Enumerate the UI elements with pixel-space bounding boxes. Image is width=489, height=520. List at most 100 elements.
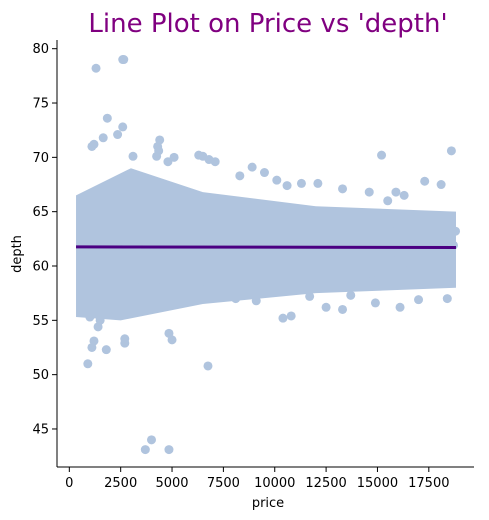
scatter-point	[171, 268, 181, 278]
scatter-point	[338, 184, 348, 194]
scatter-point	[420, 176, 430, 186]
scatter-point	[208, 247, 218, 257]
scatter-point	[364, 187, 374, 197]
scatter-point	[119, 55, 129, 65]
scatter-point	[138, 208, 148, 218]
y-tick-label: 60	[32, 259, 49, 274]
scatter-point	[356, 228, 366, 238]
scatter-point	[301, 216, 311, 226]
scatter-point	[83, 359, 93, 369]
scatter-point	[430, 250, 440, 260]
scatter-point	[305, 291, 315, 301]
scatter-point	[113, 130, 123, 140]
scatter-point	[167, 335, 177, 345]
scatter-point	[102, 113, 112, 123]
scatter-point	[266, 256, 276, 266]
scatter-point	[159, 279, 169, 289]
scatter-point	[321, 302, 331, 312]
scatter-point	[243, 211, 253, 221]
scatter-point	[155, 135, 165, 145]
x-axis-ticks: 0 2500 5000 7500 10000 12500 15000 17500	[65, 467, 449, 491]
scatter-point	[128, 151, 138, 161]
scatter-point	[98, 133, 108, 143]
scatter-point	[126, 215, 136, 225]
scatter-point	[91, 63, 101, 73]
scatter-point	[89, 336, 99, 346]
scatter-density-band	[76, 168, 456, 321]
scatter-point	[218, 225, 228, 235]
y-tick-label: 45	[32, 422, 49, 437]
scatter-point	[317, 262, 327, 272]
scatter-point	[249, 252, 259, 262]
scatter-point	[338, 304, 348, 314]
scatter-point	[101, 345, 111, 355]
scatter-point	[192, 222, 202, 232]
scatter-point	[274, 273, 284, 283]
scatter-point	[110, 304, 120, 314]
y-tick-label: 65	[32, 205, 49, 220]
scatter-point	[409, 272, 419, 282]
scatter-point	[370, 298, 380, 308]
scatter-point	[124, 284, 134, 294]
scatter-point	[203, 361, 213, 371]
scatter-point	[311, 235, 321, 245]
y-tick-label: 50	[32, 368, 49, 383]
scatter-point	[331, 251, 341, 261]
scatter-point	[179, 259, 189, 269]
scatter-point	[436, 180, 446, 190]
scatter-point	[391, 187, 401, 197]
scatter-point	[377, 150, 387, 160]
scatter-point	[231, 294, 241, 304]
y-axis-label: depth	[10, 235, 25, 273]
scatter-point	[204, 155, 214, 165]
regression-line	[76, 245, 456, 250]
scatter-point	[183, 218, 193, 228]
scatter-point	[200, 276, 210, 286]
scatter-point	[325, 270, 335, 280]
scatter-point	[296, 178, 306, 188]
scatter-point	[237, 274, 247, 284]
scatter-point	[282, 181, 292, 191]
scatter-point	[259, 168, 269, 178]
scatter-point	[169, 152, 179, 162]
scatter-point	[152, 151, 162, 161]
scatter-point	[118, 122, 128, 132]
y-axis-ticks: 45 50 55 60 65 70 75 80	[32, 42, 57, 437]
scatter-point	[235, 171, 245, 181]
x-axis-label: price	[252, 496, 284, 511]
scatter-point	[85, 312, 95, 322]
scatter-point	[132, 283, 142, 293]
scatter-point	[95, 315, 105, 325]
y-tick-label: 75	[32, 97, 49, 112]
scatter-point	[105, 277, 115, 287]
y-tick-label: 55	[32, 314, 49, 329]
scatter-point	[352, 248, 362, 258]
scatter-point	[387, 219, 397, 229]
scatter-points	[77, 55, 461, 455]
scatter-point	[313, 178, 323, 188]
scatter-point	[280, 232, 290, 242]
scatter-point	[114, 194, 124, 204]
scatter-point	[79, 287, 89, 297]
scatter-point	[77, 257, 87, 267]
scatter-point	[383, 196, 393, 206]
scatter-point	[89, 139, 99, 149]
scatter-point	[140, 445, 150, 455]
scatter-point	[247, 162, 257, 172]
chart-title: Line Plot on Price vs 'depth'	[88, 9, 447, 39]
x-tick-label: 15000	[357, 476, 398, 491]
scatter-point	[399, 190, 409, 200]
scatter-point	[151, 272, 161, 282]
x-tick-label: 7500	[207, 476, 240, 491]
x-tick-label: 10000	[254, 476, 295, 491]
scatter-point	[440, 265, 450, 275]
scatter-point	[366, 269, 376, 279]
x-tick-label: 0	[65, 476, 73, 491]
scatter-point	[97, 201, 107, 211]
scatter-point	[372, 238, 382, 248]
scatter-point	[393, 254, 403, 264]
scatter-point	[444, 234, 454, 244]
scatter-point	[120, 338, 130, 348]
scatter-point	[278, 313, 288, 323]
